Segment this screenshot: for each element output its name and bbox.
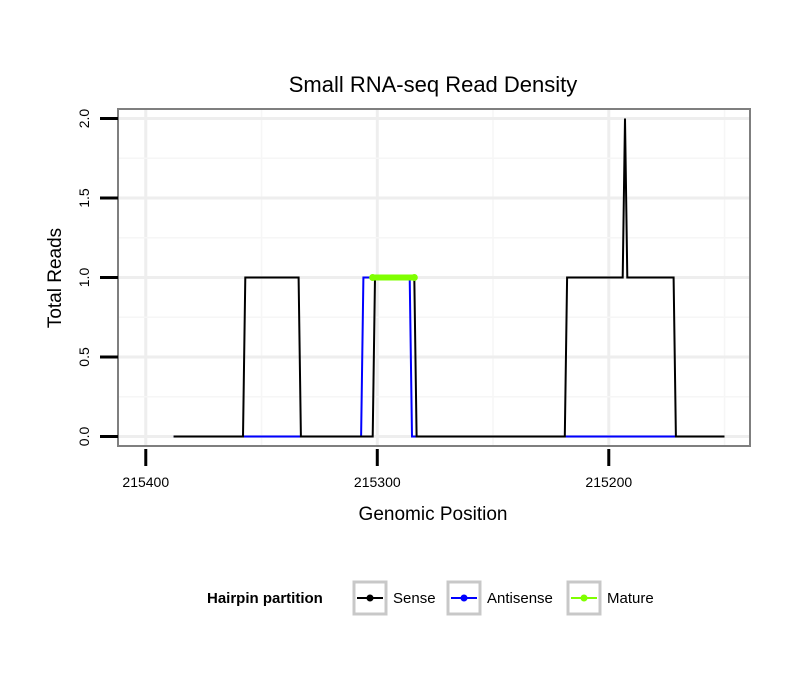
x-tick-label: 215300 xyxy=(354,474,401,490)
chart-title: Small RNA-seq Read Density xyxy=(289,72,578,97)
x-tick-label: 215400 xyxy=(122,474,169,490)
y-axis: 0.0 0.5 1.0 1.5 2.0 xyxy=(76,109,118,447)
y-tick-label: 1.5 xyxy=(76,188,92,208)
y-tick-label: 2.0 xyxy=(76,109,92,129)
legend-entry-sense: Sense xyxy=(352,580,436,616)
y-tick-label: 1.0 xyxy=(76,268,92,288)
legend-label: Antisense xyxy=(487,590,553,607)
x-axis-label: Genomic Position xyxy=(359,504,508,525)
x-axis: 215400 215300 215200 xyxy=(122,449,632,490)
legend-label: Sense xyxy=(393,590,436,607)
legend-title: Hairpin partition xyxy=(207,590,323,607)
series-point-mature xyxy=(369,274,377,281)
legend-entry-antisense: Antisense xyxy=(446,580,553,616)
y-tick-label: 0.5 xyxy=(76,347,92,367)
legend-key-point xyxy=(366,594,374,602)
series-point-mature xyxy=(410,274,418,281)
y-axis-label: Total Reads xyxy=(45,228,66,328)
legend-key-point xyxy=(460,594,468,602)
y-tick-label: 0.0 xyxy=(76,427,92,447)
legend-label: Mature xyxy=(607,590,654,607)
series-line-sense xyxy=(173,118,725,438)
series-layer xyxy=(173,118,725,438)
x-tick-label: 215200 xyxy=(585,474,632,490)
legend: Hairpin partition Sense Antisense Mature xyxy=(207,580,654,616)
legend-entry-mature: Mature xyxy=(566,580,654,616)
legend-key-point xyxy=(580,594,588,602)
